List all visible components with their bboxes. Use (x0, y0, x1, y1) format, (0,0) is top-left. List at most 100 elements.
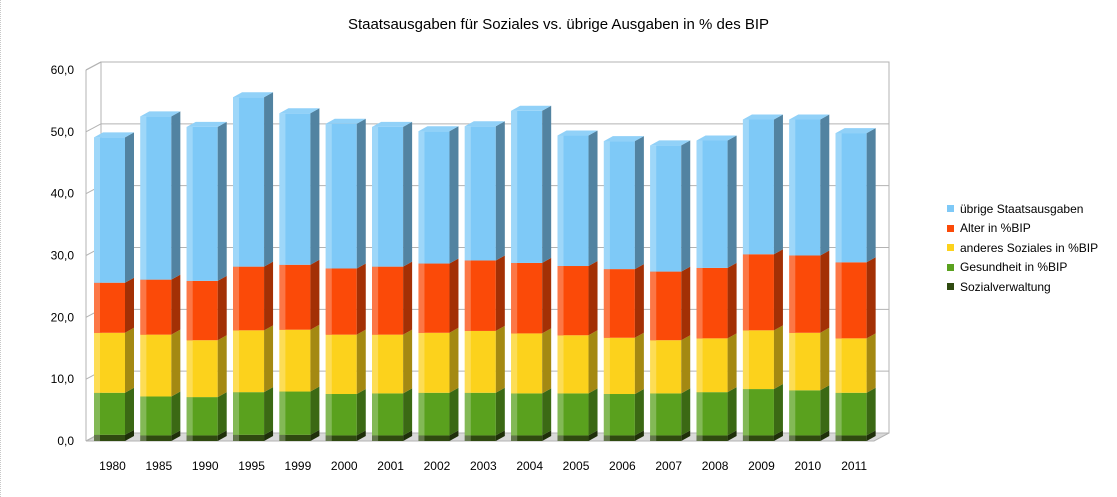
bar-segment (557, 388, 598, 436)
x-tick-label: 2006 (609, 459, 636, 473)
bar-segment (603, 430, 644, 441)
bar-segment (696, 333, 737, 393)
legend-label: Sozialverwaltung (960, 279, 1051, 294)
bar-segment (650, 266, 691, 341)
bar-side (773, 384, 783, 436)
gridline-side (85, 123, 102, 133)
bar-side (403, 329, 413, 394)
bar-front (742, 435, 774, 441)
bar-side (403, 388, 413, 436)
bar-highlight (511, 333, 518, 394)
bar-highlight (94, 332, 100, 393)
bar-highlight (603, 394, 610, 436)
bar-segment (372, 388, 413, 436)
legend-item: Alter in %BIP (947, 219, 1098, 239)
x-tick-label: 1980 (99, 459, 126, 473)
bar-segment (186, 392, 227, 436)
bar-segment (94, 429, 134, 441)
bar-segment (186, 275, 227, 341)
bar-side (264, 92, 274, 267)
bar-highlight (140, 334, 147, 397)
bar-side (356, 118, 366, 269)
bar-segment (789, 385, 830, 436)
bar-top (789, 114, 830, 120)
bar-segment (742, 384, 783, 436)
chart-title: Staatsausgaben für Soziales vs. übrige A… (347, 16, 770, 33)
bar-highlight (789, 119, 796, 256)
bar-front (94, 434, 125, 441)
bar-highlight (742, 254, 749, 331)
bar-highlight (325, 268, 332, 335)
bar-highlight (233, 97, 240, 267)
bar-front (186, 435, 218, 441)
bar-stack (464, 121, 505, 441)
bar-side (171, 430, 181, 441)
bar-front (464, 435, 496, 441)
bar-highlight (140, 435, 147, 441)
bar-front (835, 435, 867, 441)
bar-highlight (279, 329, 286, 392)
bar-highlight (418, 131, 425, 264)
bar-front (279, 434, 311, 441)
bar-side (449, 258, 459, 333)
bar-side (727, 135, 737, 268)
bar-segment (325, 118, 366, 269)
bar-highlight (186, 280, 193, 341)
bar-highlight (325, 334, 332, 395)
bar-highlight (835, 435, 842, 441)
bar-side (217, 335, 227, 398)
bar-side (773, 325, 783, 390)
bar-segment (418, 327, 459, 393)
y-tick-label: 0,0 (57, 434, 74, 448)
y-tick-label: 60,0 (51, 63, 75, 77)
bar-segment (186, 430, 227, 441)
legend-label: Alter in %BIP (960, 221, 1031, 236)
bar-highlight (557, 393, 564, 436)
bar-side (820, 114, 830, 256)
bar-segment (650, 140, 691, 272)
bar-highlight (696, 392, 703, 436)
bar-side (820, 430, 830, 441)
bar-segment (696, 387, 737, 436)
bar-stack (279, 108, 320, 441)
bar-side (588, 130, 598, 267)
y-tick-label: 50,0 (51, 125, 75, 139)
bar-segment (464, 255, 505, 331)
bar-side (171, 391, 181, 436)
legend-item: anderes Soziales in %BIP (947, 238, 1098, 258)
bar-highlight (418, 332, 425, 393)
bar-highlight (696, 435, 703, 441)
bar-segment (557, 430, 598, 441)
bar-segment (279, 108, 320, 265)
page-left-border (0, 0, 2, 497)
bar-top (94, 132, 134, 138)
bar-front (325, 435, 357, 441)
bar-top (511, 105, 552, 111)
bar-segment (696, 262, 737, 339)
bar-segment (418, 126, 459, 264)
bar-front (603, 435, 635, 441)
bar-segment (742, 430, 783, 441)
bar-segment (835, 128, 876, 263)
bar-segment (742, 325, 783, 390)
y-tick-label: 20,0 (51, 310, 75, 324)
bar-side (125, 327, 134, 393)
bar-segment (464, 121, 505, 261)
bar-segment (279, 324, 320, 392)
bar-segment (372, 430, 413, 441)
legend-swatch (947, 283, 954, 291)
bar-side (634, 389, 644, 436)
bar-side (727, 430, 737, 441)
bar-segment (835, 333, 876, 393)
bar-highlight (789, 435, 796, 441)
bar-side (681, 388, 691, 436)
bar-highlight (372, 266, 379, 335)
bar-side (681, 266, 691, 341)
bar-side (542, 388, 552, 436)
bar-side (449, 430, 459, 441)
bar-stack (186, 121, 227, 441)
bar-stack (511, 105, 552, 441)
bar-side (866, 333, 876, 393)
bar-segment (94, 327, 134, 393)
bar-side (356, 430, 366, 441)
